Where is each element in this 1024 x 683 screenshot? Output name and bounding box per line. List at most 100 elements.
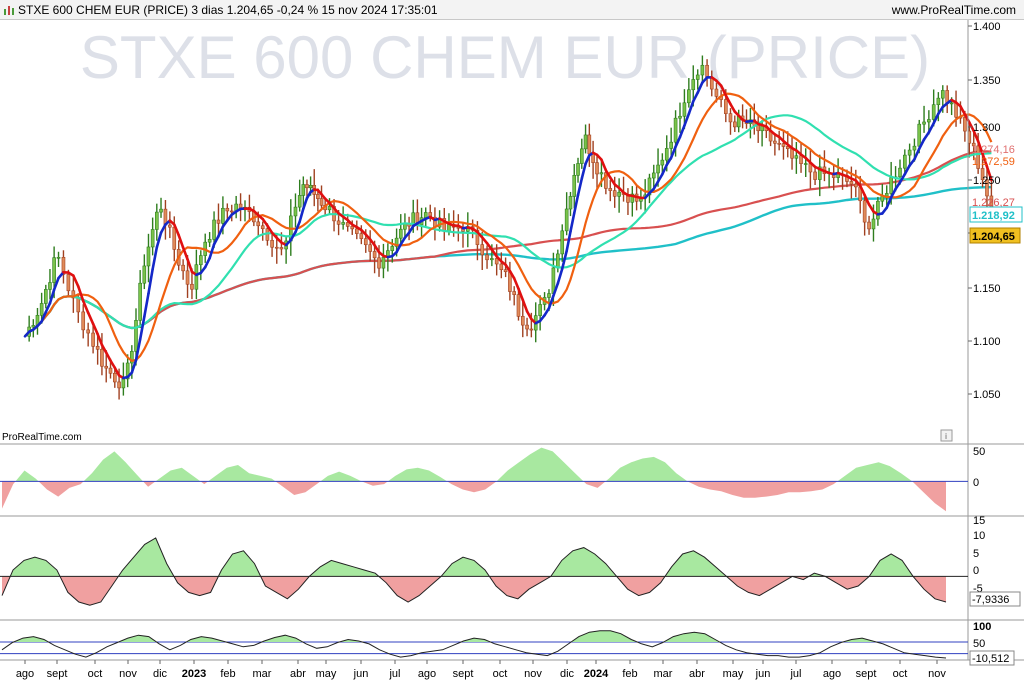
- ma-short-segment: [976, 139, 984, 155]
- ma-short-segment: [661, 163, 669, 176]
- candle-body: [583, 134, 588, 150]
- candle-body: [732, 121, 737, 128]
- candle-body: [138, 282, 142, 321]
- x-tick-label: mar: [253, 668, 272, 680]
- ma-short-segment: [576, 177, 584, 197]
- x-tick-label: mar: [654, 668, 673, 680]
- candle-body: [394, 237, 399, 247]
- ma-short-segment: [932, 112, 940, 125]
- price-tick-label: 1.400: [973, 21, 1001, 33]
- ma-short-segment: [96, 332, 104, 347]
- candle-body: [81, 311, 86, 331]
- candle-body: [350, 226, 355, 230]
- candle-body: [76, 297, 81, 313]
- x-tick-label: sept: [856, 668, 877, 680]
- ma-short-segment: [608, 176, 617, 186]
- candle-body: [104, 365, 109, 369]
- ma-short-segment: [261, 217, 269, 227]
- x-tick-label: may: [316, 668, 337, 680]
- ma-short-segment: [44, 301, 52, 314]
- ma-short-segment: [665, 156, 673, 167]
- ma-short-segment: [155, 231, 163, 249]
- candle-body: [862, 200, 867, 223]
- candle-body: [274, 246, 279, 249]
- ma-short-segment: [72, 274, 80, 288]
- ma-short-segment: [113, 366, 121, 377]
- ma-short-segment: [600, 158, 608, 172]
- candle-body: [556, 253, 560, 269]
- info-icon[interactable]: [940, 429, 953, 442]
- indicator-tick-label: 0: [973, 477, 979, 489]
- x-tick-label: feb: [622, 668, 637, 680]
- candle-body: [949, 102, 954, 105]
- ma-short-segment: [687, 99, 695, 116]
- candle-body: [398, 228, 403, 239]
- candle-body: [714, 88, 719, 97]
- ma-short-segment: [963, 113, 971, 124]
- ma-short-segment: [40, 310, 48, 323]
- ma-short-segment: [517, 287, 525, 302]
- candle-body: [121, 378, 126, 389]
- candle-body: [599, 172, 604, 175]
- ma-short-segment: [894, 181, 902, 191]
- ma-short-segment: [572, 193, 580, 215]
- candle-body: [912, 145, 917, 151]
- indicator-tick-label: 5: [973, 548, 979, 560]
- candle-body: [212, 219, 216, 240]
- chart-icon: [4, 6, 14, 15]
- ma-short-segment: [917, 138, 926, 151]
- indicator-value-label: -7,9336: [972, 594, 1009, 606]
- x-tick-label: abr: [689, 668, 705, 680]
- candle-body: [363, 238, 368, 246]
- site-link[interactable]: www.ProRealTime.com: [891, 3, 1016, 17]
- indicator-line: [1, 630, 947, 659]
- ma-short-segment: [985, 165, 993, 182]
- ma-short-segment: [104, 351, 112, 362]
- candle-body: [345, 222, 350, 227]
- candle-body: [695, 74, 700, 80]
- candle-body: [794, 155, 799, 159]
- indicator-tick-label: 100: [973, 621, 991, 633]
- candle-body: [608, 188, 613, 191]
- candle-body: [560, 230, 565, 255]
- ma-short-segment: [373, 243, 381, 254]
- price-label-box: [969, 206, 1023, 223]
- candle-body: [777, 142, 781, 145]
- candle-body: [587, 134, 592, 155]
- ma-short-segment: [889, 187, 897, 199]
- ma-short-segment: [584, 153, 591, 166]
- candle-body: [903, 154, 907, 169]
- candle-body: [293, 206, 298, 217]
- x-tick-label: jun: [755, 668, 771, 680]
- candle-body: [525, 324, 529, 330]
- x-tick-label: oct: [88, 668, 103, 680]
- indicator-pane-2: 15 10 5 0 -5: [0, 515, 985, 606]
- ma-short-segment: [395, 243, 403, 254]
- candle-body: [372, 251, 377, 259]
- ma-short-segment: [521, 298, 529, 313]
- price-level-label: 1.218,92: [972, 210, 1015, 222]
- candle-body: [898, 167, 902, 178]
- candle-body: [159, 208, 163, 213]
- ma-short-segment: [134, 338, 142, 362]
- candle-body: [260, 225, 265, 230]
- candle-body: [155, 211, 159, 230]
- candle-body: [931, 104, 936, 120]
- candle-body: [190, 283, 194, 290]
- indicator-pane-1: 50 0: [0, 446, 985, 512]
- candle-body: [423, 212, 428, 219]
- chart-title: STXE 600 CHEM EUR (PRICE) 3 dias 1.204,6…: [18, 3, 438, 17]
- ma-short-segment: [927, 122, 935, 134]
- candle-body: [503, 269, 508, 273]
- indicator-value-box: [969, 650, 1015, 666]
- ma-short-segment: [719, 84, 728, 97]
- candle-body: [723, 99, 728, 114]
- price-tick-label: 1.100: [973, 336, 1001, 348]
- ma-short-segment: [172, 223, 180, 237]
- x-tick-label: ago: [823, 668, 841, 680]
- x-tick-label: nov: [928, 668, 946, 680]
- ma-short-segment: [863, 193, 871, 206]
- price-tick-label: 1.150: [973, 283, 1001, 295]
- ma-short-segment: [203, 256, 211, 269]
- ma-short-segment: [138, 315, 146, 341]
